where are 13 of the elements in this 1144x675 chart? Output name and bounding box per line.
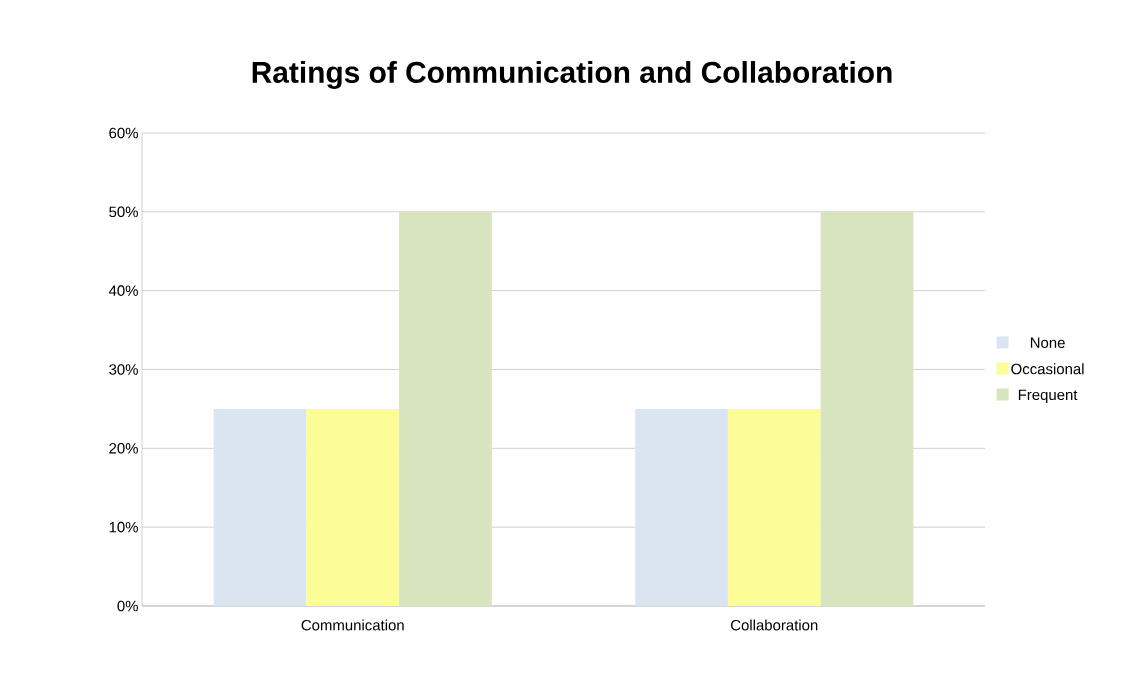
y-tick-label: 50%	[109, 206, 138, 218]
chart-title: Ratings of Communication and Collaboration	[252, 60, 892, 89]
legend-label: Occasional	[1011, 363, 1084, 375]
y-tick-label: 0%	[117, 600, 138, 612]
x-tick-label: Communication	[301, 619, 404, 631]
legend-label: Frequent	[1018, 389, 1078, 404]
y-tick-label: 30%	[109, 364, 138, 375]
y-tick-label: 60%	[109, 127, 138, 139]
legend-label: None	[1030, 337, 1065, 348]
y-tick-label: 20%	[109, 443, 138, 454]
x-tick-label: Collaboration	[731, 619, 818, 631]
y-tick-label: 40%	[108, 285, 138, 296]
y-tick-label: 10%	[109, 521, 138, 533]
